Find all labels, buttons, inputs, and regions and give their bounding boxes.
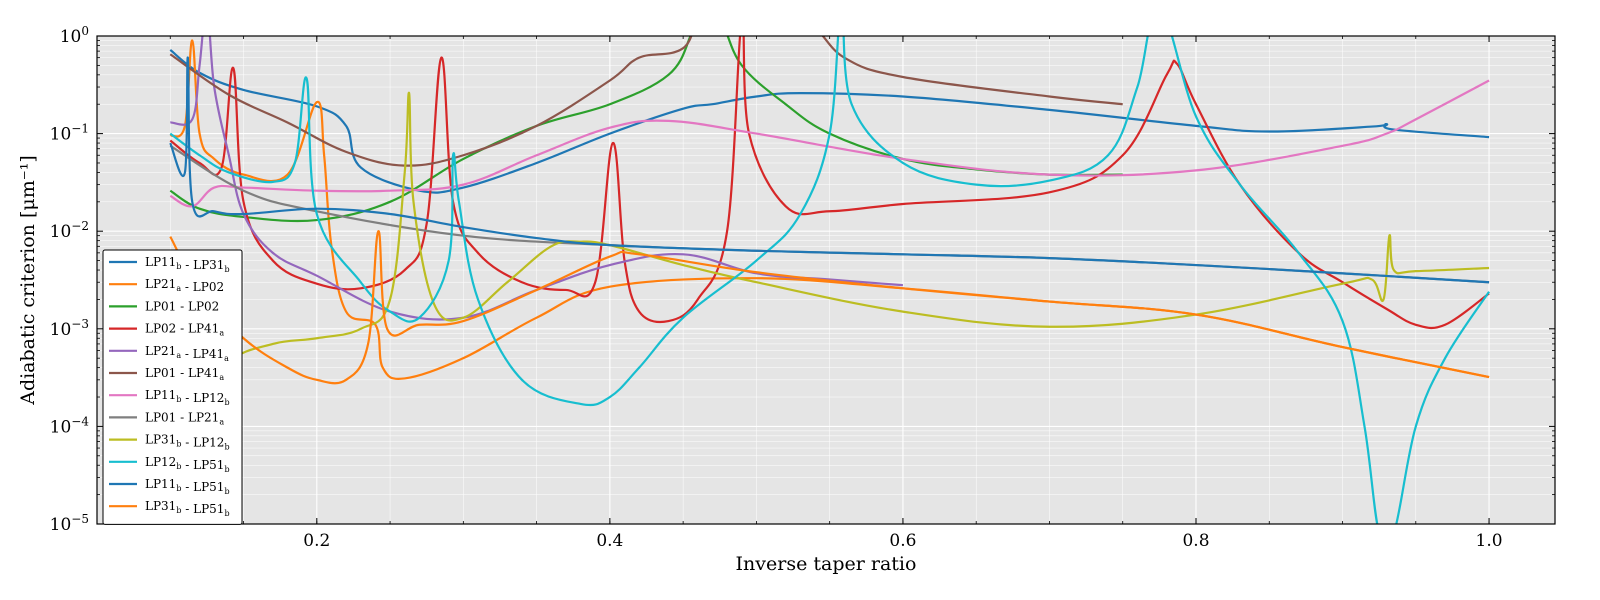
axis-ticks: 0.2 0.4 0.6 0.8 1.0 10−5 10−4 10−3 10−2 10−1 100 — [50, 24, 1555, 551]
legend-label: LP01 - LP41a — [145, 366, 224, 382]
series-lines — [169, 36, 1490, 524]
legend-label: LP31b - LP12b — [145, 433, 230, 452]
legend-label: LP21a - LP02 — [145, 277, 224, 294]
y-tick-label: 100 — [60, 24, 89, 47]
series-line-9 — [169, 36, 1490, 524]
x-tick-label: 0.6 — [889, 531, 916, 551]
legend-label: LP02 - LP41a — [145, 322, 224, 338]
x-tick-label: 0.4 — [596, 531, 623, 551]
x-axis-label: Inverse taper ratio — [736, 553, 917, 575]
legend-label: LP01 - LP21a — [145, 410, 224, 426]
series-line-4 — [170, 36, 904, 321]
y-tick-label: 10−2 — [50, 219, 89, 242]
legend-label: LP11b - LP12b — [145, 388, 230, 407]
legend-label: LP21a - LP41a — [145, 344, 229, 363]
y-tick-label: 10−1 — [50, 122, 89, 145]
legend: LP11b - LP31b LP21a - LP02 LP01 - LP02 LP02… — [102, 249, 243, 525]
series-line-10 — [169, 56, 1490, 284]
series-line-11 — [169, 230, 1490, 385]
legend-label: LP01 - LP02 — [145, 299, 219, 313]
legend-label: LP31b - LP51b — [145, 499, 230, 518]
y-axis-label: Adiabatic criterion [μm⁻¹] — [17, 155, 39, 406]
x-tick-label: 0.2 — [303, 531, 330, 551]
legend-box — [102, 249, 243, 525]
legend-label: LP11b - LP31b — [145, 255, 230, 274]
y-tick-label: 10−4 — [50, 414, 90, 437]
legend-label: LP11b - LP51b — [145, 477, 230, 496]
y-tick-label: 10−3 — [50, 317, 89, 340]
plot-frame — [96, 35, 1556, 525]
x-tick-label: 0.8 — [1182, 531, 1209, 551]
legend-label: LP12b - LP51b — [145, 455, 230, 474]
series-line-5 — [169, 36, 1123, 167]
series-line-6 — [169, 79, 1490, 208]
grid — [96, 35, 1555, 525]
x-tick-label: 1.0 — [1476, 531, 1503, 551]
y-tick-label: 10−5 — [50, 512, 89, 535]
series-line-3 — [169, 36, 1490, 330]
series-line-8 — [169, 91, 1490, 512]
series-line-0 — [169, 49, 1490, 194]
